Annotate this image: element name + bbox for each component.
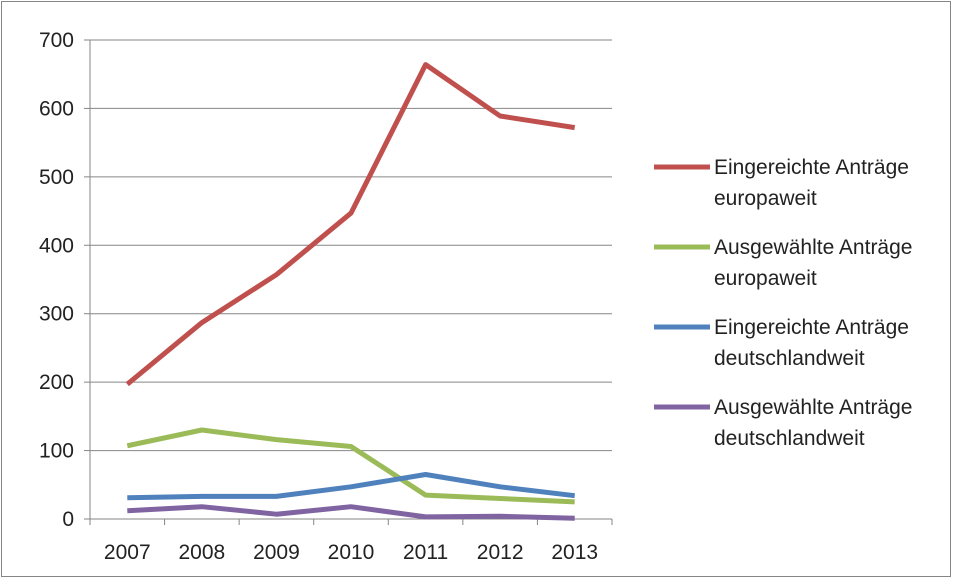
y-axis-tick-labels: 0 100 200 300 400 500 600 700 [39, 29, 74, 531]
y-tick-label: 500 [39, 166, 74, 189]
legend-label: europaweit [714, 267, 817, 290]
series-line-1 [125, 62, 576, 387]
series-lines [125, 62, 576, 521]
series-line-2 [126, 427, 575, 505]
y-tick-label: 300 [39, 303, 74, 326]
legend-label: deutschlandweit [714, 347, 865, 370]
legend-entry: Ausgewählte Anträge europaweit [654, 236, 912, 290]
x-axis-tick-labels: 2007 2008 2009 2010 2011 2012 2013 [104, 541, 598, 564]
y-tick-label: 100 [39, 440, 74, 463]
legend-entry: Ausgewählte Anträge deutschlandweit [654, 396, 912, 450]
legend-entry: Eingereichte Anträge deutschlandweit [654, 316, 909, 370]
legend-entry: Eingereichte Anträge europaweit [654, 156, 909, 210]
series-line-3 [127, 472, 575, 501]
legend-label: Ausgewählte Anträge [714, 396, 912, 419]
x-tick-label: 2008 [178, 541, 225, 564]
legend-label: Eingereichte Anträge [714, 316, 909, 339]
gridlines [90, 39, 612, 452]
x-tick-label: 2010 [328, 541, 375, 564]
y-tick-label: 700 [39, 29, 74, 52]
legend: Eingereichte AnträgeeuropaweitAusgewählt… [654, 156, 912, 450]
legend-label: Ausgewählte Anträge [714, 236, 912, 259]
y-tick-label: 0 [62, 508, 74, 531]
x-tick-label: 2011 [403, 541, 448, 564]
legend-label: Eingereichte Anträge [714, 156, 909, 179]
legend-label: europaweit [714, 187, 817, 210]
legend-label: deutschlandweit [714, 427, 865, 450]
y-tick-label: 200 [39, 371, 74, 394]
x-tick-label: 2007 [104, 541, 151, 564]
y-tick-label: 400 [39, 234, 74, 257]
axes [84, 39, 613, 525]
y-tick-label: 600 [39, 97, 74, 120]
x-tick-label: 2013 [551, 541, 598, 564]
x-tick-label: 2009 [253, 541, 300, 564]
x-tick-label: 2012 [477, 541, 524, 564]
series-line-4 [127, 504, 575, 521]
